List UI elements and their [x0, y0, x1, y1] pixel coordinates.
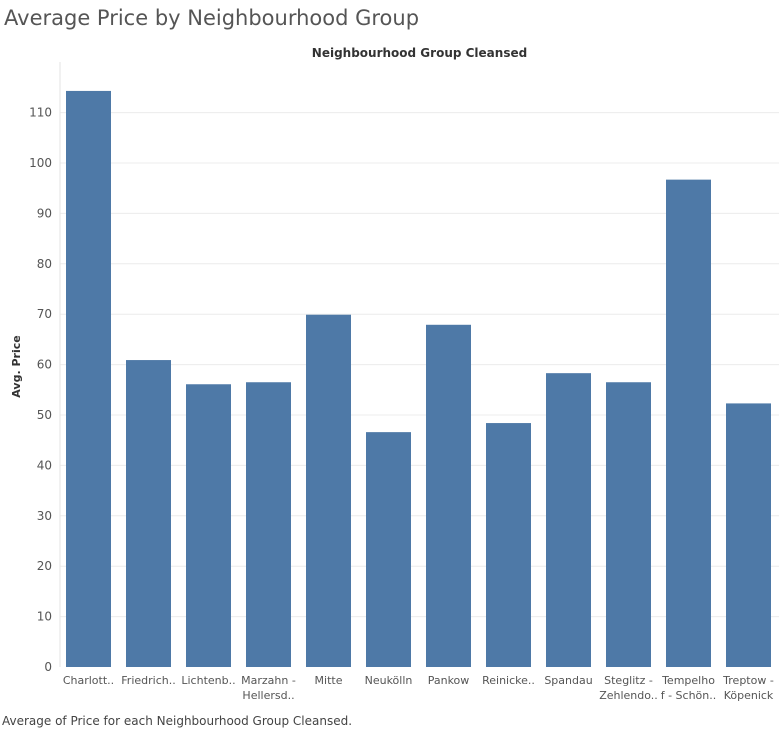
y-tick-label: 30	[37, 509, 52, 523]
bar	[66, 90, 111, 668]
y-tick-label: 40	[37, 458, 52, 472]
y-tick-label: 20	[37, 559, 52, 573]
x-tick-label: Mitte	[315, 674, 343, 687]
bar	[306, 314, 351, 667]
x-tick-label: Marzahn -	[241, 674, 296, 687]
bar	[186, 384, 231, 667]
x-tick-label: Hellersd..	[242, 689, 294, 702]
y-tick-label: 110	[29, 106, 52, 120]
y-tick-label: 100	[29, 156, 52, 170]
bar	[726, 403, 771, 667]
chart-caption: Average of Price for each Neighbourhood …	[2, 714, 353, 728]
x-tick-label: Zehlendo..	[599, 689, 658, 702]
x-tick-label: Friedrich..	[121, 674, 175, 687]
x-tick-label: Neukölln	[365, 674, 413, 687]
x-tick-label: Lichtenb..	[181, 674, 235, 687]
y-tick-label: 90	[37, 206, 52, 220]
y-tick-label: 10	[37, 610, 52, 624]
x-tick-label: Köpenick	[724, 689, 774, 702]
x-tick-label: Spandau	[544, 674, 592, 687]
bar	[126, 360, 171, 667]
x-tick-label: f - Schön..	[661, 689, 717, 702]
y-tick-label: 50	[37, 408, 52, 422]
bar	[426, 324, 471, 667]
y-tick-label: 80	[37, 257, 52, 271]
y-axis-title: Avg. Price	[10, 335, 23, 397]
x-tick-label: Steglitz -	[604, 674, 653, 687]
bar	[606, 382, 651, 667]
bar	[246, 382, 291, 667]
chart-title: Average Price by Neighbourhood Group	[4, 6, 420, 30]
column-header: Neighbourhood Group Cleansed	[311, 46, 528, 60]
bar	[486, 423, 531, 667]
x-tick-label: Charlott..	[63, 674, 114, 687]
bar	[546, 373, 591, 667]
y-tick-label: 0	[44, 660, 52, 674]
x-tick-label: Treptow -	[722, 674, 774, 687]
bar	[366, 432, 411, 667]
x-tick-label: Tempelho	[661, 674, 715, 687]
bar	[666, 179, 711, 667]
x-tick-label: Reinicke..	[482, 674, 535, 687]
x-tick-label: Pankow	[428, 674, 470, 687]
y-tick-label: 60	[37, 358, 52, 372]
y-tick-label: 70	[37, 307, 52, 321]
